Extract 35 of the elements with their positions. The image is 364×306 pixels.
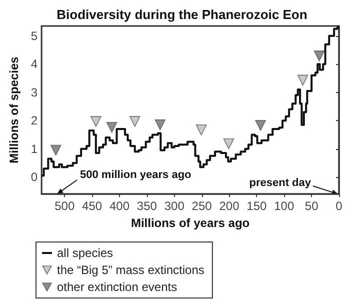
x-tick-label: 150 xyxy=(246,199,268,213)
point xyxy=(90,116,102,127)
x-axis-title: Millions of years ago xyxy=(130,216,250,230)
y-tick-label: 1 xyxy=(30,142,38,156)
point xyxy=(106,122,118,133)
y-axis-title: Millions of species xyxy=(7,56,21,164)
x-tick-label: 450 xyxy=(82,199,102,213)
x-tick-label: 350 xyxy=(136,199,158,213)
x-tick-label: 50 xyxy=(304,199,319,213)
point xyxy=(297,74,308,86)
point xyxy=(223,138,234,150)
y-tick-label: 3 xyxy=(30,85,38,100)
annotation: 500 million years ago xyxy=(80,169,192,181)
legend-label: other extinction events xyxy=(57,280,178,294)
chart-title: Biodiversity during the Phanerozoic Eon xyxy=(56,7,308,22)
x-tick-label: 100 xyxy=(274,199,294,213)
x-tick-label: 0 xyxy=(336,199,343,213)
x-tick-label: 300 xyxy=(164,199,185,213)
point xyxy=(154,119,166,130)
y-tick-label: 2 xyxy=(30,114,38,128)
x-tick-label: 500 xyxy=(54,199,75,213)
y-tick-label: 0 xyxy=(30,170,38,184)
point xyxy=(255,120,266,131)
legend-label: all species xyxy=(57,246,114,260)
point xyxy=(50,144,62,156)
x-tick-label: 250 xyxy=(192,199,212,213)
point xyxy=(314,50,325,62)
point xyxy=(129,116,140,127)
y-tick-label: 5 xyxy=(30,28,38,43)
x-tick-label: 400 xyxy=(109,199,130,213)
point xyxy=(196,124,207,136)
x-tick-label: 200 xyxy=(219,199,240,213)
y-tick-label: 4 xyxy=(30,57,38,72)
annotation: present day xyxy=(249,177,312,189)
legend-label: the “Big 5” mass extinctions xyxy=(57,263,204,277)
